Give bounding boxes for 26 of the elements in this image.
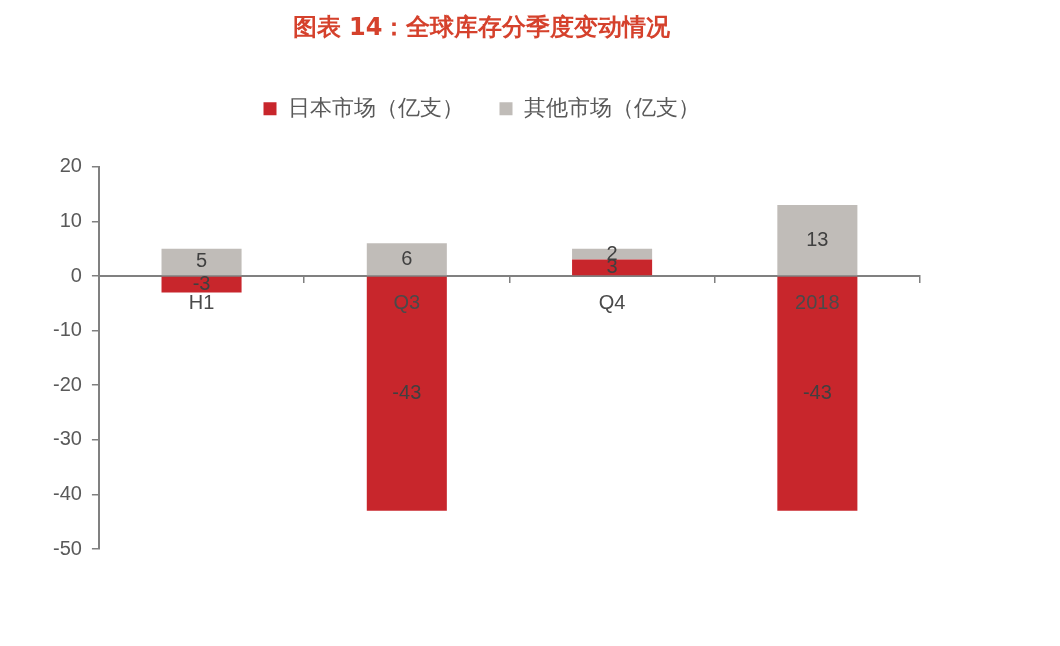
chart-title: 图表 14：全球库存分季度变动情况	[292, 12, 672, 41]
legend-label: 日本市场（亿支）	[287, 94, 464, 120]
y-tick-label: 0	[70, 263, 82, 286]
bar	[366, 243, 447, 276]
y-tick-label: -20	[53, 372, 82, 395]
bar	[572, 259, 653, 276]
data-label: -43	[802, 381, 832, 404]
y-tick-label: -30	[53, 427, 82, 450]
bar	[777, 205, 858, 276]
x-tick-label: Q4	[598, 290, 626, 313]
data-label: 5	[195, 249, 208, 272]
bar	[572, 248, 653, 260]
y-tick-label: 20	[59, 154, 82, 177]
bar	[366, 276, 447, 511]
y-tick-label: 10	[59, 208, 82, 231]
data-label: 13	[806, 227, 829, 250]
y-tick-label: -40	[53, 481, 82, 504]
data-label: -43	[392, 381, 422, 404]
legend-label: 其他市场（亿支）	[523, 94, 700, 120]
data-label: 6	[401, 246, 413, 269]
bar	[777, 276, 858, 511]
x-tick-label: 2018	[795, 290, 840, 313]
y-tick-label: -10	[53, 318, 82, 341]
y-tick-label: -50	[53, 536, 82, 559]
x-tick-label: Q3	[393, 290, 421, 313]
bar	[161, 248, 242, 276]
